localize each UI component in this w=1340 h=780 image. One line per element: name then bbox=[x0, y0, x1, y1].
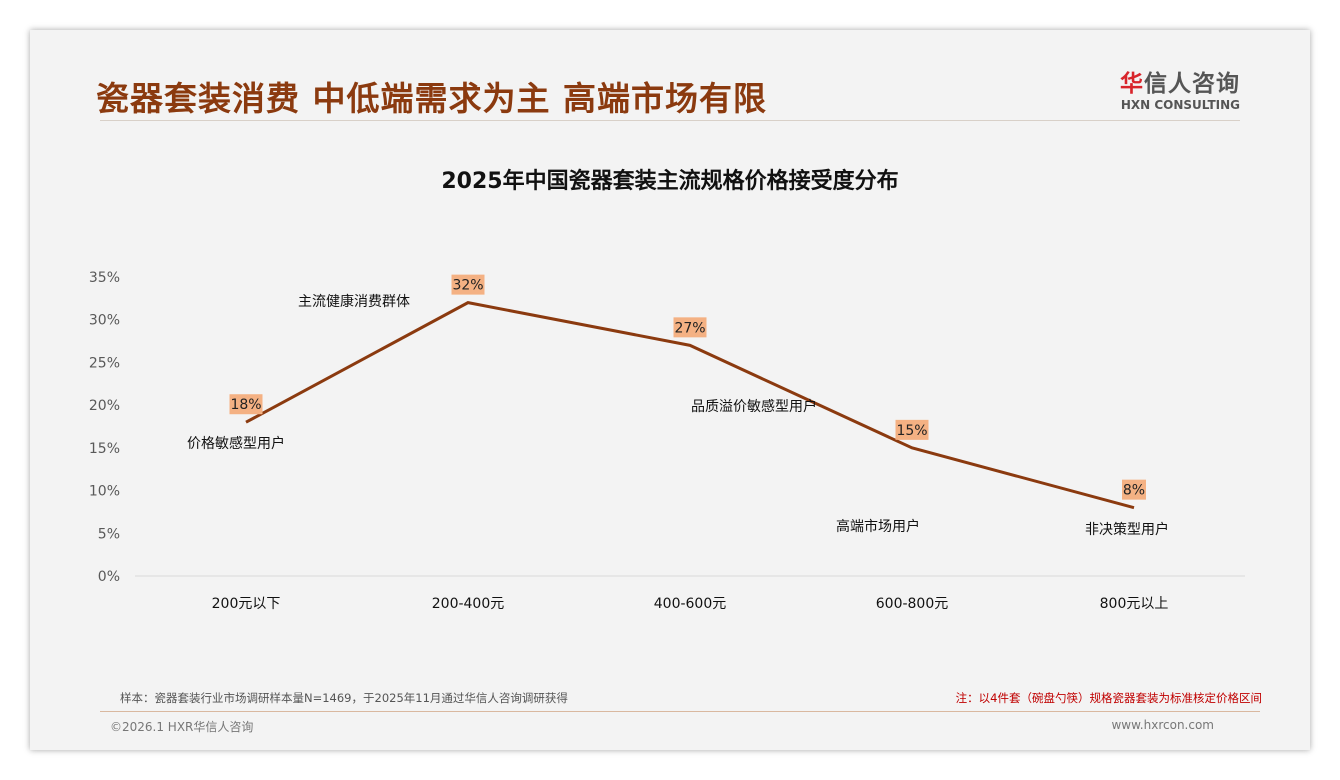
data-label: 32% bbox=[452, 278, 483, 294]
x-tick-label: 600-800元 bbox=[876, 596, 949, 612]
chart-title: 2025年中国瓷器套装主流规格价格接受度分布 bbox=[441, 168, 898, 194]
title-divider bbox=[100, 120, 1240, 121]
footer-divider bbox=[100, 711, 1260, 712]
logo-en: HXN CONSULTING bbox=[1120, 98, 1240, 112]
series-line bbox=[245, 301, 1135, 510]
y-tick-label: 20% bbox=[89, 398, 120, 414]
logo: 华信人咨询 HXN CONSULTING bbox=[1110, 64, 1240, 112]
price-note: 注：以4件套（碗盘勺筷）规格瓷器套装为标准核定价格区间 bbox=[955, 691, 1262, 705]
data-label: 27% bbox=[674, 320, 705, 336]
data-label-bg bbox=[229, 394, 263, 415]
data-label-bg bbox=[1122, 479, 1146, 500]
data-label-bg bbox=[673, 317, 707, 338]
data-label: 15% bbox=[896, 423, 927, 439]
x-tick-label: 400-600元 bbox=[654, 596, 727, 612]
y-tick-label: 30% bbox=[89, 313, 120, 329]
annotation: 主流健康消费群体 bbox=[298, 293, 410, 310]
slide: 瓷器套装消费 中低端需求为主 高端市场有限 华信人咨询 HXN CONSULTI… bbox=[30, 30, 1310, 750]
sample-note: 样本：瓷器套装行业市场调研样本量N=1469，于2025年11月通过华信人咨询调… bbox=[120, 691, 568, 705]
logo-text: 信人咨询 bbox=[1144, 71, 1240, 97]
data-label: 18% bbox=[230, 397, 261, 413]
page-title: 瓷器套装消费 中低端需求为主 高端市场有限 bbox=[96, 79, 767, 118]
data-label: 8% bbox=[1123, 483, 1145, 499]
y-tick-label: 35% bbox=[89, 270, 120, 286]
y-tick-label: 5% bbox=[98, 526, 120, 542]
logo-accent: 华 bbox=[1120, 71, 1144, 97]
x-tick-label: 800元以上 bbox=[1100, 596, 1169, 612]
x-tick-label: 200-400元 bbox=[432, 596, 505, 612]
data-label-bg bbox=[451, 274, 485, 295]
y-tick-label: 25% bbox=[89, 355, 120, 371]
x-tick-label: 200元以下 bbox=[212, 596, 281, 612]
annotation: 高端市场用户 bbox=[836, 518, 920, 535]
data-label-bg bbox=[895, 419, 929, 440]
y-tick-label: 10% bbox=[89, 484, 120, 500]
annotation: 非决策型用户 bbox=[1085, 521, 1169, 538]
annotation: 品质溢价敏感型用户 bbox=[691, 398, 817, 415]
y-tick-label: 0% bbox=[98, 569, 120, 585]
website: www.hxrcon.com bbox=[1111, 718, 1214, 732]
copyright: ©2026.1 HXR华信人咨询 bbox=[110, 720, 254, 734]
annotation: 价格敏感型用户 bbox=[187, 435, 285, 452]
y-tick-label: 15% bbox=[89, 441, 120, 457]
